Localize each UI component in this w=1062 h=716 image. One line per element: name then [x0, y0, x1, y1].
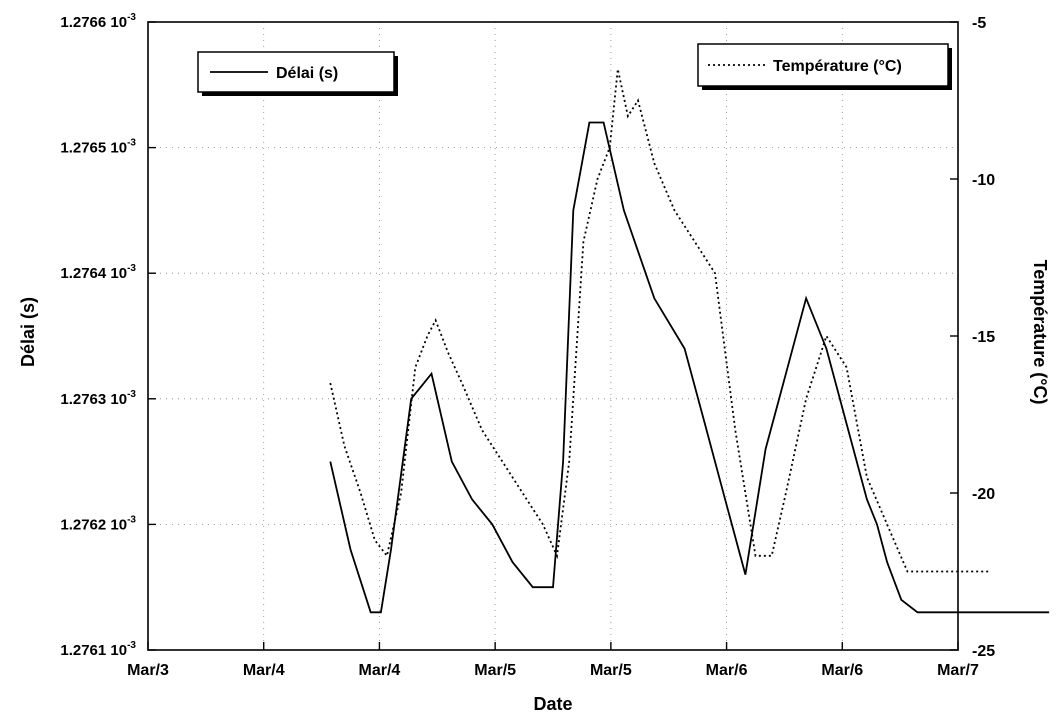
y-left-tick-label: 1.2762 10-3 [60, 514, 136, 533]
y-right-tick-label: -10 [972, 172, 995, 189]
y-right-tick-label: -15 [972, 329, 995, 346]
y-left-axis-title: Délai (s) [18, 297, 38, 367]
x-tick-label: Mar/5 [590, 662, 632, 679]
x-tick-label: Mar/4 [243, 662, 285, 679]
x-tick-label: Mar/7 [937, 662, 979, 679]
y-left-tick-label: 1.2766 10-3 [60, 12, 136, 31]
y-right-tick-label: -5 [972, 15, 986, 32]
series-line-delai [329, 121, 1050, 614]
x-tick-label: Mar/6 [706, 662, 748, 679]
legend-delai: Délai (s) [197, 51, 398, 96]
legend-delai-label: Délai (s) [276, 65, 338, 82]
y-right-ticks: -25 -20 -15 -10 -5 [950, 15, 995, 660]
y-left-tick-label: 1.2764 10-3 [60, 263, 136, 282]
x-tick-label: Mar/3 [127, 662, 169, 679]
x-tick-label: Mar/6 [821, 662, 863, 679]
legend-temperature: Température (°C) [697, 43, 952, 90]
x-axis-title: Date [533, 694, 572, 714]
plot-frame [147, 21, 959, 651]
y-left-ticks: 1.2761 10-3 1.2762 10-3 1.2763 10-3 1.2764 … [60, 12, 156, 659]
y-left-tick-label: 1.2761 10-3 [60, 640, 136, 659]
y-right-tick-label: -25 [972, 643, 995, 660]
legend-temperature-label: Température (°C) [773, 58, 902, 75]
x-tick-label: Mar/5 [474, 662, 516, 679]
y-left-tick-label: 1.2763 10-3 [60, 389, 136, 408]
y-left-tick-label: 1.2765 10-3 [60, 138, 136, 157]
y-right-axis-title: Température (°C) [1030, 260, 1050, 405]
y-right-tick-label: -20 [972, 486, 995, 503]
x-ticks: Mar/3 Mar/4 Mar/4 Mar/5 Mar/5 Mar/6 Mar/6 Mar/7 [127, 642, 979, 679]
series-line-temperature [329, 68, 989, 573]
x-tick-label: Mar/4 [359, 662, 401, 679]
grid [148, 22, 958, 650]
